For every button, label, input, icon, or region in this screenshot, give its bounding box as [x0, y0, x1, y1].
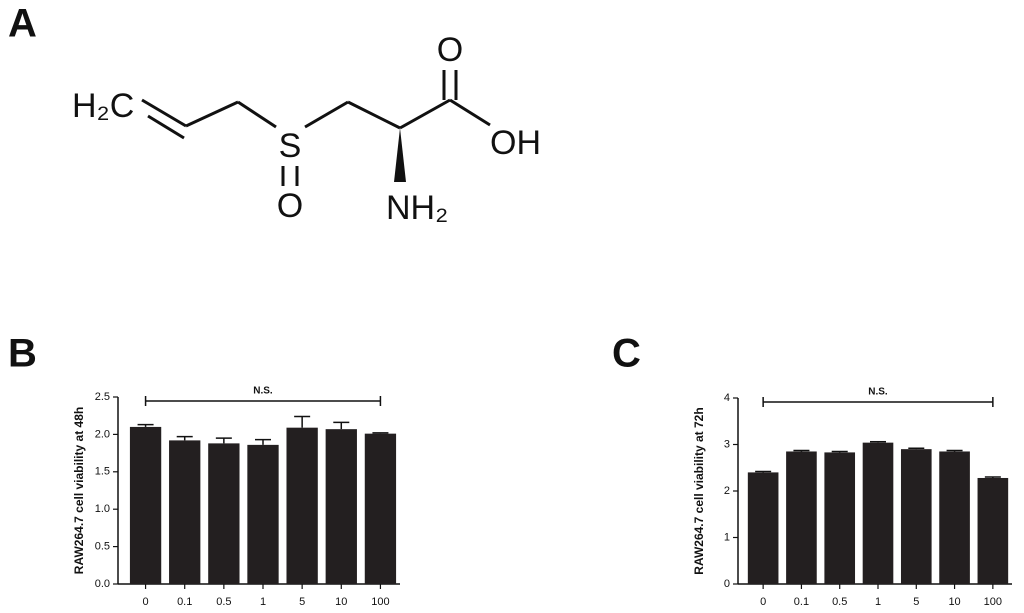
atom-label: NH₂	[386, 189, 448, 227]
atom-label: S	[279, 127, 302, 165]
bond	[147, 114, 185, 140]
bar	[286, 427, 318, 584]
x-tick-label: 0	[143, 596, 149, 608]
x-tick-label: 10	[948, 596, 960, 608]
bar	[129, 426, 162, 584]
bond	[185, 100, 239, 128]
x-tick-label: 1	[875, 596, 881, 608]
molecule: H₂C S O NH₂ O OH	[72, 31, 541, 227]
annotation: N.S.	[253, 386, 273, 397]
y-tick-label: 4	[724, 392, 730, 404]
y-axis-label: RAW264.7 cell viability at 72h	[692, 407, 706, 574]
bar	[208, 443, 240, 584]
y-tick-label: 0.5	[95, 541, 110, 553]
x-tick-label: 0.1	[177, 596, 192, 608]
y-tick-label: 1.5	[95, 466, 110, 478]
atom-label: O	[277, 187, 303, 225]
bond	[449, 98, 491, 127]
bar	[862, 442, 894, 584]
x-tick-label: 100	[371, 596, 389, 608]
x-tick-label: 0.5	[216, 596, 231, 608]
x-tick-label: 0.1	[794, 596, 809, 608]
x-tick-label: 10	[335, 596, 347, 608]
annotation: N.S.	[868, 387, 888, 398]
bar	[747, 472, 779, 584]
bar	[247, 444, 279, 584]
bond	[237, 100, 277, 129]
bond	[347, 100, 401, 130]
y-tick-label: 1	[724, 531, 730, 543]
bar	[900, 449, 932, 584]
x-tick-label: 5	[299, 596, 305, 608]
bar	[325, 429, 357, 584]
atom-label: H₂C	[72, 87, 134, 125]
bond	[399, 98, 451, 130]
wedge-bond	[394, 128, 406, 182]
atom-label: O	[437, 31, 463, 69]
bar	[786, 451, 817, 584]
bar	[364, 433, 397, 584]
bond	[304, 100, 349, 129]
bond	[141, 98, 187, 128]
y-tick-label: 2.0	[95, 428, 110, 440]
panel-label: A	[8, 2, 37, 46]
x-tick-label: 0.5	[832, 596, 847, 608]
panel-label: C	[612, 332, 641, 376]
bar	[977, 477, 1009, 584]
panel-label: B	[8, 332, 37, 376]
y-tick-label: 3	[724, 438, 730, 450]
bar	[939, 451, 970, 584]
y-axis-label: RAW264.7 cell viability at 48h	[72, 407, 86, 574]
y-tick-label: 2.5	[95, 391, 110, 403]
x-tick-label: 1	[260, 596, 266, 608]
x-tick-label: 5	[913, 596, 919, 608]
y-tick-label: 1.0	[95, 503, 110, 515]
y-tick-label: 2	[724, 485, 730, 497]
x-tick-label: 100	[984, 596, 1002, 608]
bar	[169, 440, 201, 584]
y-tick-label: 0	[724, 578, 730, 590]
y-tick-label: 0.0	[95, 578, 110, 590]
atom-label: OH	[490, 124, 541, 162]
x-tick-label: 0	[760, 596, 766, 608]
bar	[824, 452, 856, 584]
